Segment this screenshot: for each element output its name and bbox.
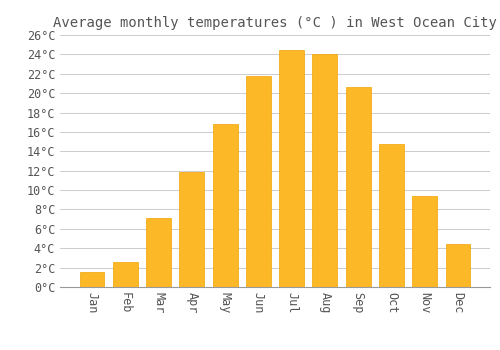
Bar	[146, 218, 171, 287]
Bar	[80, 272, 104, 287]
Bar	[246, 76, 271, 287]
Bar	[279, 50, 304, 287]
Bar	[379, 144, 404, 287]
Bar	[412, 196, 437, 287]
Bar	[212, 124, 238, 287]
Bar	[346, 88, 370, 287]
Bar	[446, 244, 470, 287]
Bar	[312, 54, 338, 287]
Bar	[180, 172, 204, 287]
Title: Average monthly temperatures (°C ) in West Ocean City: Average monthly temperatures (°C ) in We…	[53, 16, 497, 30]
Bar	[113, 262, 138, 287]
